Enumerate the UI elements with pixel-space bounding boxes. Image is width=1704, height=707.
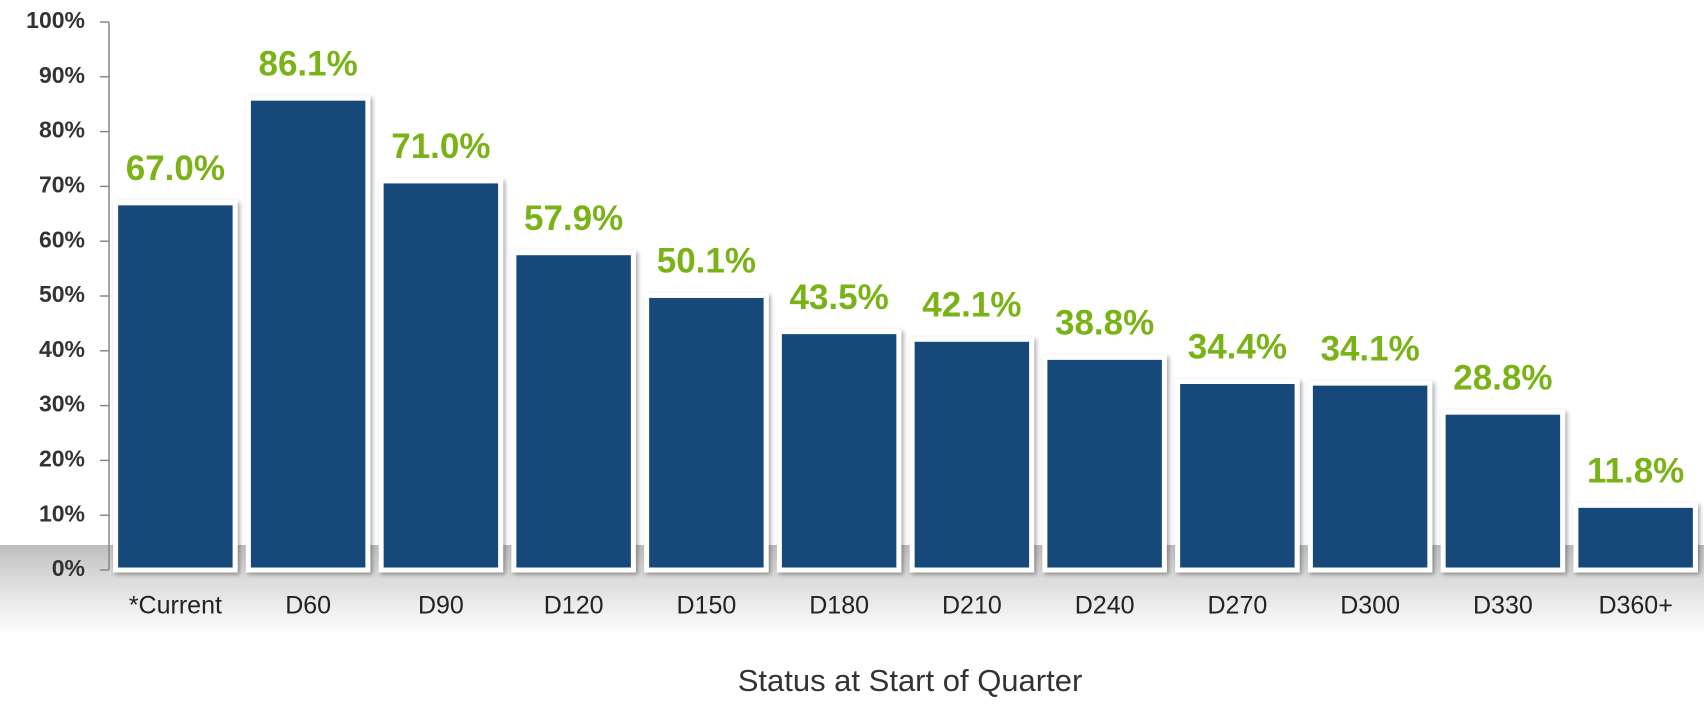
y-tick-label: 50% <box>39 281 85 307</box>
value-label: 50.1% <box>657 242 756 281</box>
x-tick-label: D150 <box>676 592 736 620</box>
value-label: 11.8% <box>1587 452 1684 491</box>
y-tick-label: 20% <box>39 445 85 471</box>
x-tick-label: D90 <box>418 592 464 620</box>
y-tick-label: 60% <box>39 226 85 252</box>
y-tick-label: 70% <box>39 171 85 197</box>
bar <box>1573 502 1698 573</box>
bar <box>378 178 504 573</box>
y-tick-label: 0% <box>52 555 85 581</box>
value-label: 42.1% <box>922 286 1021 325</box>
value-label: 38.8% <box>1055 304 1154 343</box>
bar <box>644 292 769 573</box>
y-tick-label: 10% <box>39 500 85 526</box>
bar <box>245 95 371 573</box>
bar <box>1175 378 1300 573</box>
y-tick-label: 80% <box>39 117 85 143</box>
bar <box>511 250 636 573</box>
x-tick-label: D330 <box>1473 592 1533 620</box>
x-tick-label: D60 <box>285 592 331 620</box>
value-label: 67.0% <box>126 149 225 188</box>
x-tick-label: D180 <box>809 592 869 620</box>
value-label: 34.1% <box>1321 329 1420 368</box>
x-tick-label: D240 <box>1075 592 1135 620</box>
value-label: 86.1% <box>259 44 358 83</box>
x-tick-label: D300 <box>1340 592 1400 620</box>
x-tick-label: D210 <box>942 592 1002 620</box>
x-tick-label: D360+ <box>1598 592 1672 620</box>
y-tick-label: 40% <box>39 336 85 362</box>
value-label: 28.8% <box>1453 358 1552 397</box>
x-axis-title: Status at Start of Quarter <box>738 663 1083 698</box>
bar <box>1440 409 1566 573</box>
x-tick-label: D120 <box>544 592 604 620</box>
value-label: 43.5% <box>790 278 889 317</box>
bar <box>1307 380 1433 573</box>
y-tick-label: 30% <box>39 391 85 417</box>
bar <box>776 329 902 573</box>
plot: 0% 10% 20% 30% 40% 50% 60% 70% 80% 90% 100% *Curren… <box>26 7 1698 620</box>
y-tick-label: 100% <box>26 7 85 33</box>
x-tick-label: *Current <box>129 592 222 620</box>
y-tick-label: 90% <box>39 62 85 88</box>
value-label: 71.0% <box>391 127 490 166</box>
bar <box>1042 354 1167 573</box>
value-label: 57.9% <box>524 199 623 238</box>
x-tick-label: D270 <box>1207 592 1267 620</box>
bar <box>909 336 1035 573</box>
value-label: 34.4% <box>1188 328 1287 367</box>
bar <box>113 200 238 573</box>
